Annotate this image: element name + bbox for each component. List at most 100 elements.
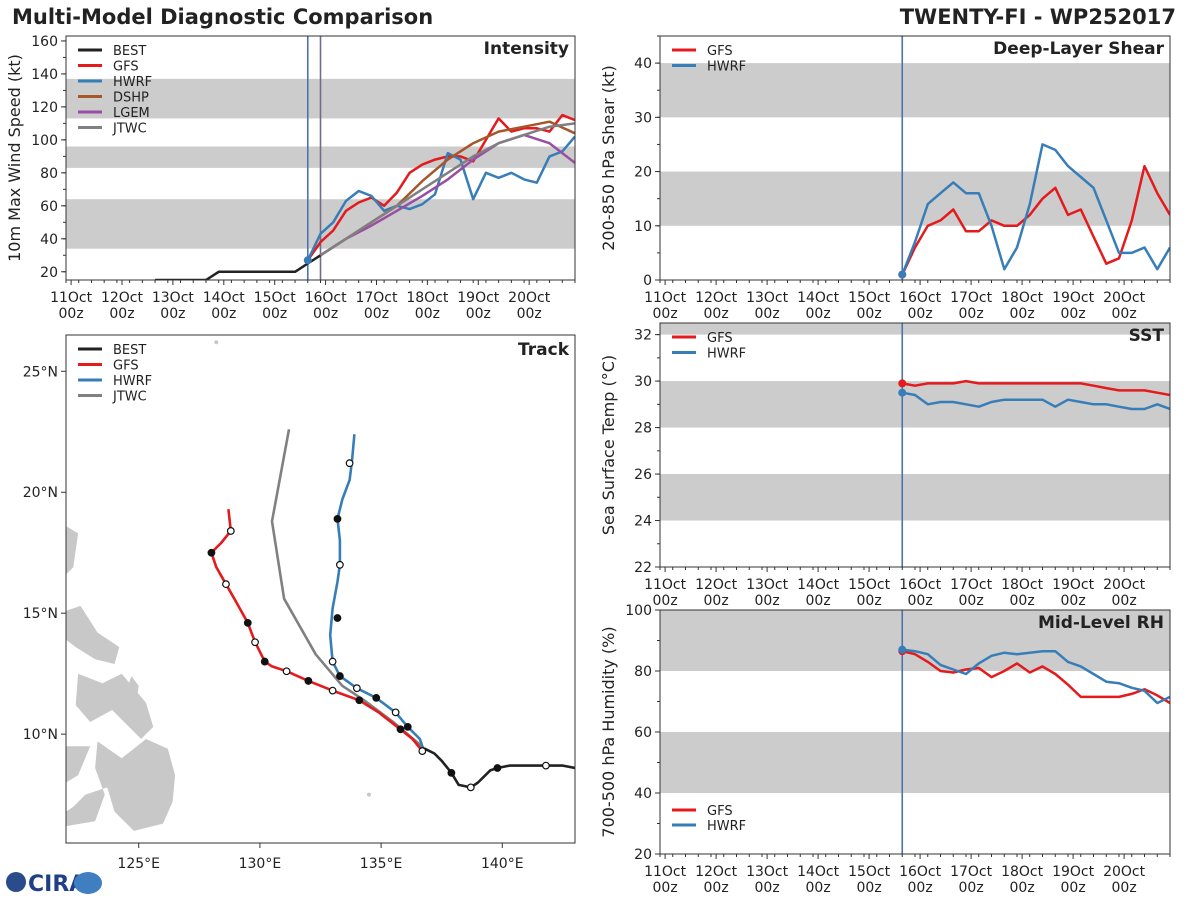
x-tick-label: 00z [160,306,185,322]
gfs-series-line [306,113,575,261]
island [75,673,154,739]
x-tick-label: 00z [1010,593,1035,609]
x-tick-label: 12Oct [695,864,738,880]
shading-band [660,171,1170,226]
track-position-marker [243,618,252,627]
gfs-series-line [902,649,1170,705]
best-track-line [424,747,575,789]
x-tick-label: 13Oct [152,290,195,306]
hwrf-initial-point [898,645,907,654]
y-tick-label: 10 [634,219,652,235]
x-tick-label: 00z [857,880,882,896]
x-tick-label: 00z [653,306,678,322]
y-tick-label: 32 [634,328,652,344]
y-tick-label: 100 [625,603,652,619]
rh-panel: 2040608010011Oct00z12Oct00z13Oct00z14Oct… [599,603,1171,896]
x-tick-label: 16Oct [899,864,942,880]
track-panel: 125°E 130°E 135°E 140°E 10°N 15°N 20°N 25°N Trac… [23,334,576,872]
x-tick-label: 18Oct [1001,577,1044,593]
track-position-marker [328,657,337,666]
hwrf-series-line [902,648,1170,705]
track-position-marker [282,667,291,676]
x-tick-label: 00z [857,593,882,609]
sst-panel: 22242628303211Oct00z12Oct00z13Oct00z14Oc… [599,322,1171,609]
legend-label-dshp: DSHP [113,91,149,106]
island [366,792,371,797]
y-tick-label: 26 [634,467,652,483]
x-tick-label: 00z [959,306,984,322]
track-position-marker [333,514,342,523]
x-tick-label: 20Oct [508,290,551,306]
x-tick-label: 20Oct [1103,290,1146,306]
track-position-marker [304,677,313,685]
x-tick-label: 12Oct [695,290,738,306]
x-tick-label: 12Oct [695,577,738,593]
x-tick-label: 00z [704,880,729,896]
x-tick-label: 00z [1061,880,1086,896]
x-tick-label: 00z [806,880,831,896]
y-tick-label: 30 [634,374,652,390]
track-position-marker [418,747,427,755]
hwrf-initial-point [898,270,907,279]
x-tick-label: 19Oct [1052,577,1095,593]
track-position-marker [207,548,216,557]
best-series-line [155,254,322,280]
legend-label-lgem: LGEM [113,106,150,121]
hwrf-series-line [901,143,1170,276]
lat-tick-label: 20°N [23,485,58,501]
y-tick-label: 60 [634,725,652,741]
shear-panel: 01020304011Oct00z12Oct00z13Oct00z14Oct00… [599,35,1171,322]
x-tick-label: 00z [653,593,678,609]
x-tick-label: 00z [908,306,933,322]
x-tick-label: 20Oct [1103,577,1146,593]
track-position-marker [251,638,259,647]
y-tick-label: 80 [634,664,652,680]
track-position-marker [403,722,412,731]
x-tick-label: 00z [1112,880,1137,896]
legend-label-gfs: GFS [707,804,733,819]
intensity-y-axis-label: 10m Max Wind Speed (kt) [5,54,24,262]
x-tick-label: 00z [653,880,678,896]
shading-band [660,610,1170,671]
track-position-marker [396,725,405,734]
hwrf-series-line [902,391,1170,411]
satellite-icon [74,872,102,894]
gfs-series-line [901,164,1170,276]
track-frame [65,334,576,844]
lon-tick-label: 125°E [117,856,160,872]
x-tick-label: 15Oct [848,290,891,306]
sst-y-axis-label: Sea Surface Temp (°C) [599,355,618,535]
track-position-marker [466,783,475,792]
x-tick-label: 20Oct [1103,864,1146,880]
hwrf-track-line [328,434,426,754]
y-tick-label: 20 [634,847,652,863]
x-tick-label: 00z [959,593,984,609]
legend-label-hwrf: HWRF [707,819,746,834]
x-tick-label: 16Oct [899,577,942,593]
rh-panel-title: Mid-Level RH [1038,613,1164,633]
x-tick-label: 13Oct [746,864,789,880]
legend-label-hwrf: HWRF [113,374,152,389]
track-panel-title: Track [518,340,570,360]
x-tick-label: 00z [908,880,933,896]
intensity-plot-area [66,36,575,280]
x-tick-label: 00z [1061,593,1086,609]
legend-label-hwrf: HWRF [113,75,152,90]
track-position-marker [345,459,354,468]
x-tick-label: 15Oct [848,577,891,593]
gfs-series-line [902,379,1170,397]
x-tick-label: 00z [109,306,134,322]
rh-plot-area [660,610,1170,854]
x-tick-label: 00z [313,306,338,322]
y-tick-label: 40 [634,56,652,72]
x-tick-label: 11Oct [644,577,687,593]
x-tick-label: 00z [806,593,831,609]
track-position-marker [355,696,364,705]
x-tick-label: 13Oct [746,577,789,593]
track-position-marker [447,768,456,777]
x-tick-label: 00z [262,306,287,322]
y-tick-label: 28 [634,421,652,437]
x-tick-label: 00z [517,306,542,322]
